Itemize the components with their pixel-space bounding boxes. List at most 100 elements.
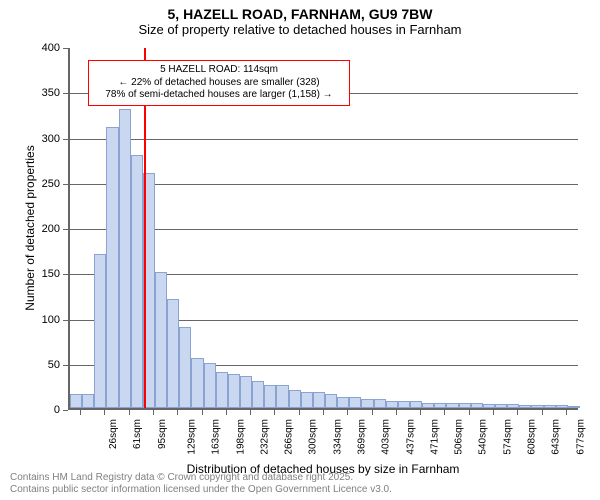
histogram-bar: [252, 381, 264, 408]
histogram-bar: [119, 109, 131, 408]
histogram-bar: [131, 155, 143, 408]
chart-subtitle: Size of property relative to detached ho…: [0, 22, 600, 41]
y-tick-mark: [63, 229, 68, 230]
x-tick-mark: [202, 410, 203, 415]
x-tick-mark: [493, 410, 494, 415]
histogram-bar: [264, 385, 276, 408]
histogram-bar: [240, 376, 252, 408]
x-tick-mark: [420, 410, 421, 415]
y-tick-mark: [63, 365, 68, 366]
histogram-bar: [556, 405, 568, 408]
y-tick-label: 150: [34, 268, 60, 280]
y-tick-label: 400: [34, 42, 60, 54]
histogram-bar: [386, 401, 398, 408]
annotation-line3: 78% of semi-detached houses are larger (…: [95, 89, 343, 102]
y-tick-mark: [63, 274, 68, 275]
histogram-bar: [94, 254, 106, 408]
histogram-bar: [495, 404, 507, 408]
x-tick-label: 506sqm: [454, 419, 465, 455]
x-tick-mark: [542, 410, 543, 415]
x-tick-mark: [517, 410, 518, 415]
histogram-bar: [276, 385, 288, 408]
histogram-bar: [531, 405, 543, 408]
histogram-bar: [568, 406, 580, 408]
x-tick-mark: [347, 410, 348, 415]
histogram-bar: [507, 404, 519, 408]
footer-line1: Contains HM Land Registry data © Crown c…: [10, 472, 392, 484]
histogram-bar: [167, 299, 179, 408]
x-tick-mark: [469, 410, 470, 415]
x-tick-label: 643sqm: [551, 419, 562, 455]
annotation-box: 5 HAZELL ROAD: 114sqm← 22% of detached h…: [88, 60, 350, 106]
y-tick-label: 200: [34, 223, 60, 235]
gridline: [70, 139, 578, 140]
y-tick-label: 0: [34, 404, 60, 416]
x-tick-mark: [226, 410, 227, 415]
histogram-bar: [471, 403, 483, 408]
x-tick-label: 163sqm: [211, 419, 222, 455]
histogram-bar: [410, 401, 422, 408]
histogram-bar: [228, 374, 240, 408]
x-tick-label: 334sqm: [332, 419, 343, 455]
x-tick-label: 574sqm: [502, 419, 513, 455]
histogram-bar: [422, 403, 434, 408]
histogram-bar: [446, 403, 458, 408]
y-tick-label: 50: [34, 359, 60, 371]
y-tick-label: 100: [34, 314, 60, 326]
x-tick-label: 198sqm: [235, 419, 246, 455]
x-tick-label: 61sqm: [132, 419, 143, 449]
histogram-bar: [313, 392, 325, 408]
histogram-bar: [204, 363, 216, 408]
x-tick-label: 677sqm: [575, 419, 586, 455]
x-tick-label: 266sqm: [284, 419, 295, 455]
x-tick-mark: [323, 410, 324, 415]
x-tick-mark: [372, 410, 373, 415]
histogram-bar: [216, 372, 228, 408]
x-tick-label: 540sqm: [478, 419, 489, 455]
x-tick-mark: [274, 410, 275, 415]
histogram-bar: [289, 390, 301, 408]
x-tick-mark: [80, 410, 81, 415]
y-tick-label: 250: [34, 178, 60, 190]
histogram-bar: [398, 401, 410, 408]
histogram-bar: [434, 403, 446, 408]
y-tick-mark: [63, 139, 68, 140]
x-tick-mark: [299, 410, 300, 415]
x-tick-label: 232sqm: [259, 419, 270, 455]
histogram-bar: [155, 272, 167, 408]
x-tick-mark: [396, 410, 397, 415]
x-tick-mark: [566, 410, 567, 415]
x-tick-label: 300sqm: [308, 419, 319, 455]
y-tick-mark: [63, 410, 68, 411]
histogram-bar: [361, 399, 373, 408]
histogram-bar: [544, 405, 556, 408]
histogram-bar: [106, 127, 118, 408]
x-tick-label: 471sqm: [429, 419, 440, 455]
histogram-bar: [349, 397, 361, 408]
histogram-bar: [459, 403, 471, 408]
x-tick-label: 369sqm: [357, 419, 368, 455]
histogram-bar: [337, 397, 349, 408]
histogram-bar: [519, 405, 531, 408]
x-tick-mark: [444, 410, 445, 415]
histogram-bar: [191, 358, 203, 408]
histogram-bar: [325, 394, 337, 408]
x-tick-mark: [153, 410, 154, 415]
x-tick-label: 403sqm: [381, 419, 392, 455]
x-tick-label: 26sqm: [108, 419, 119, 449]
x-tick-mark: [129, 410, 130, 415]
histogram-bar: [82, 394, 94, 408]
y-tick-label: 300: [34, 133, 60, 145]
x-tick-label: 129sqm: [187, 419, 198, 455]
x-tick-mark: [250, 410, 251, 415]
histogram-bar: [483, 404, 495, 408]
y-tick-mark: [63, 184, 68, 185]
footer-line2: Contains public sector information licen…: [10, 484, 392, 496]
annotation-line2: ← 22% of detached houses are smaller (32…: [95, 77, 343, 90]
y-tick-mark: [63, 48, 68, 49]
x-tick-mark: [177, 410, 178, 415]
histogram-bar: [374, 399, 386, 408]
y-tick-mark: [63, 93, 68, 94]
histogram-bar: [70, 394, 82, 408]
histogram-bar: [301, 392, 313, 408]
